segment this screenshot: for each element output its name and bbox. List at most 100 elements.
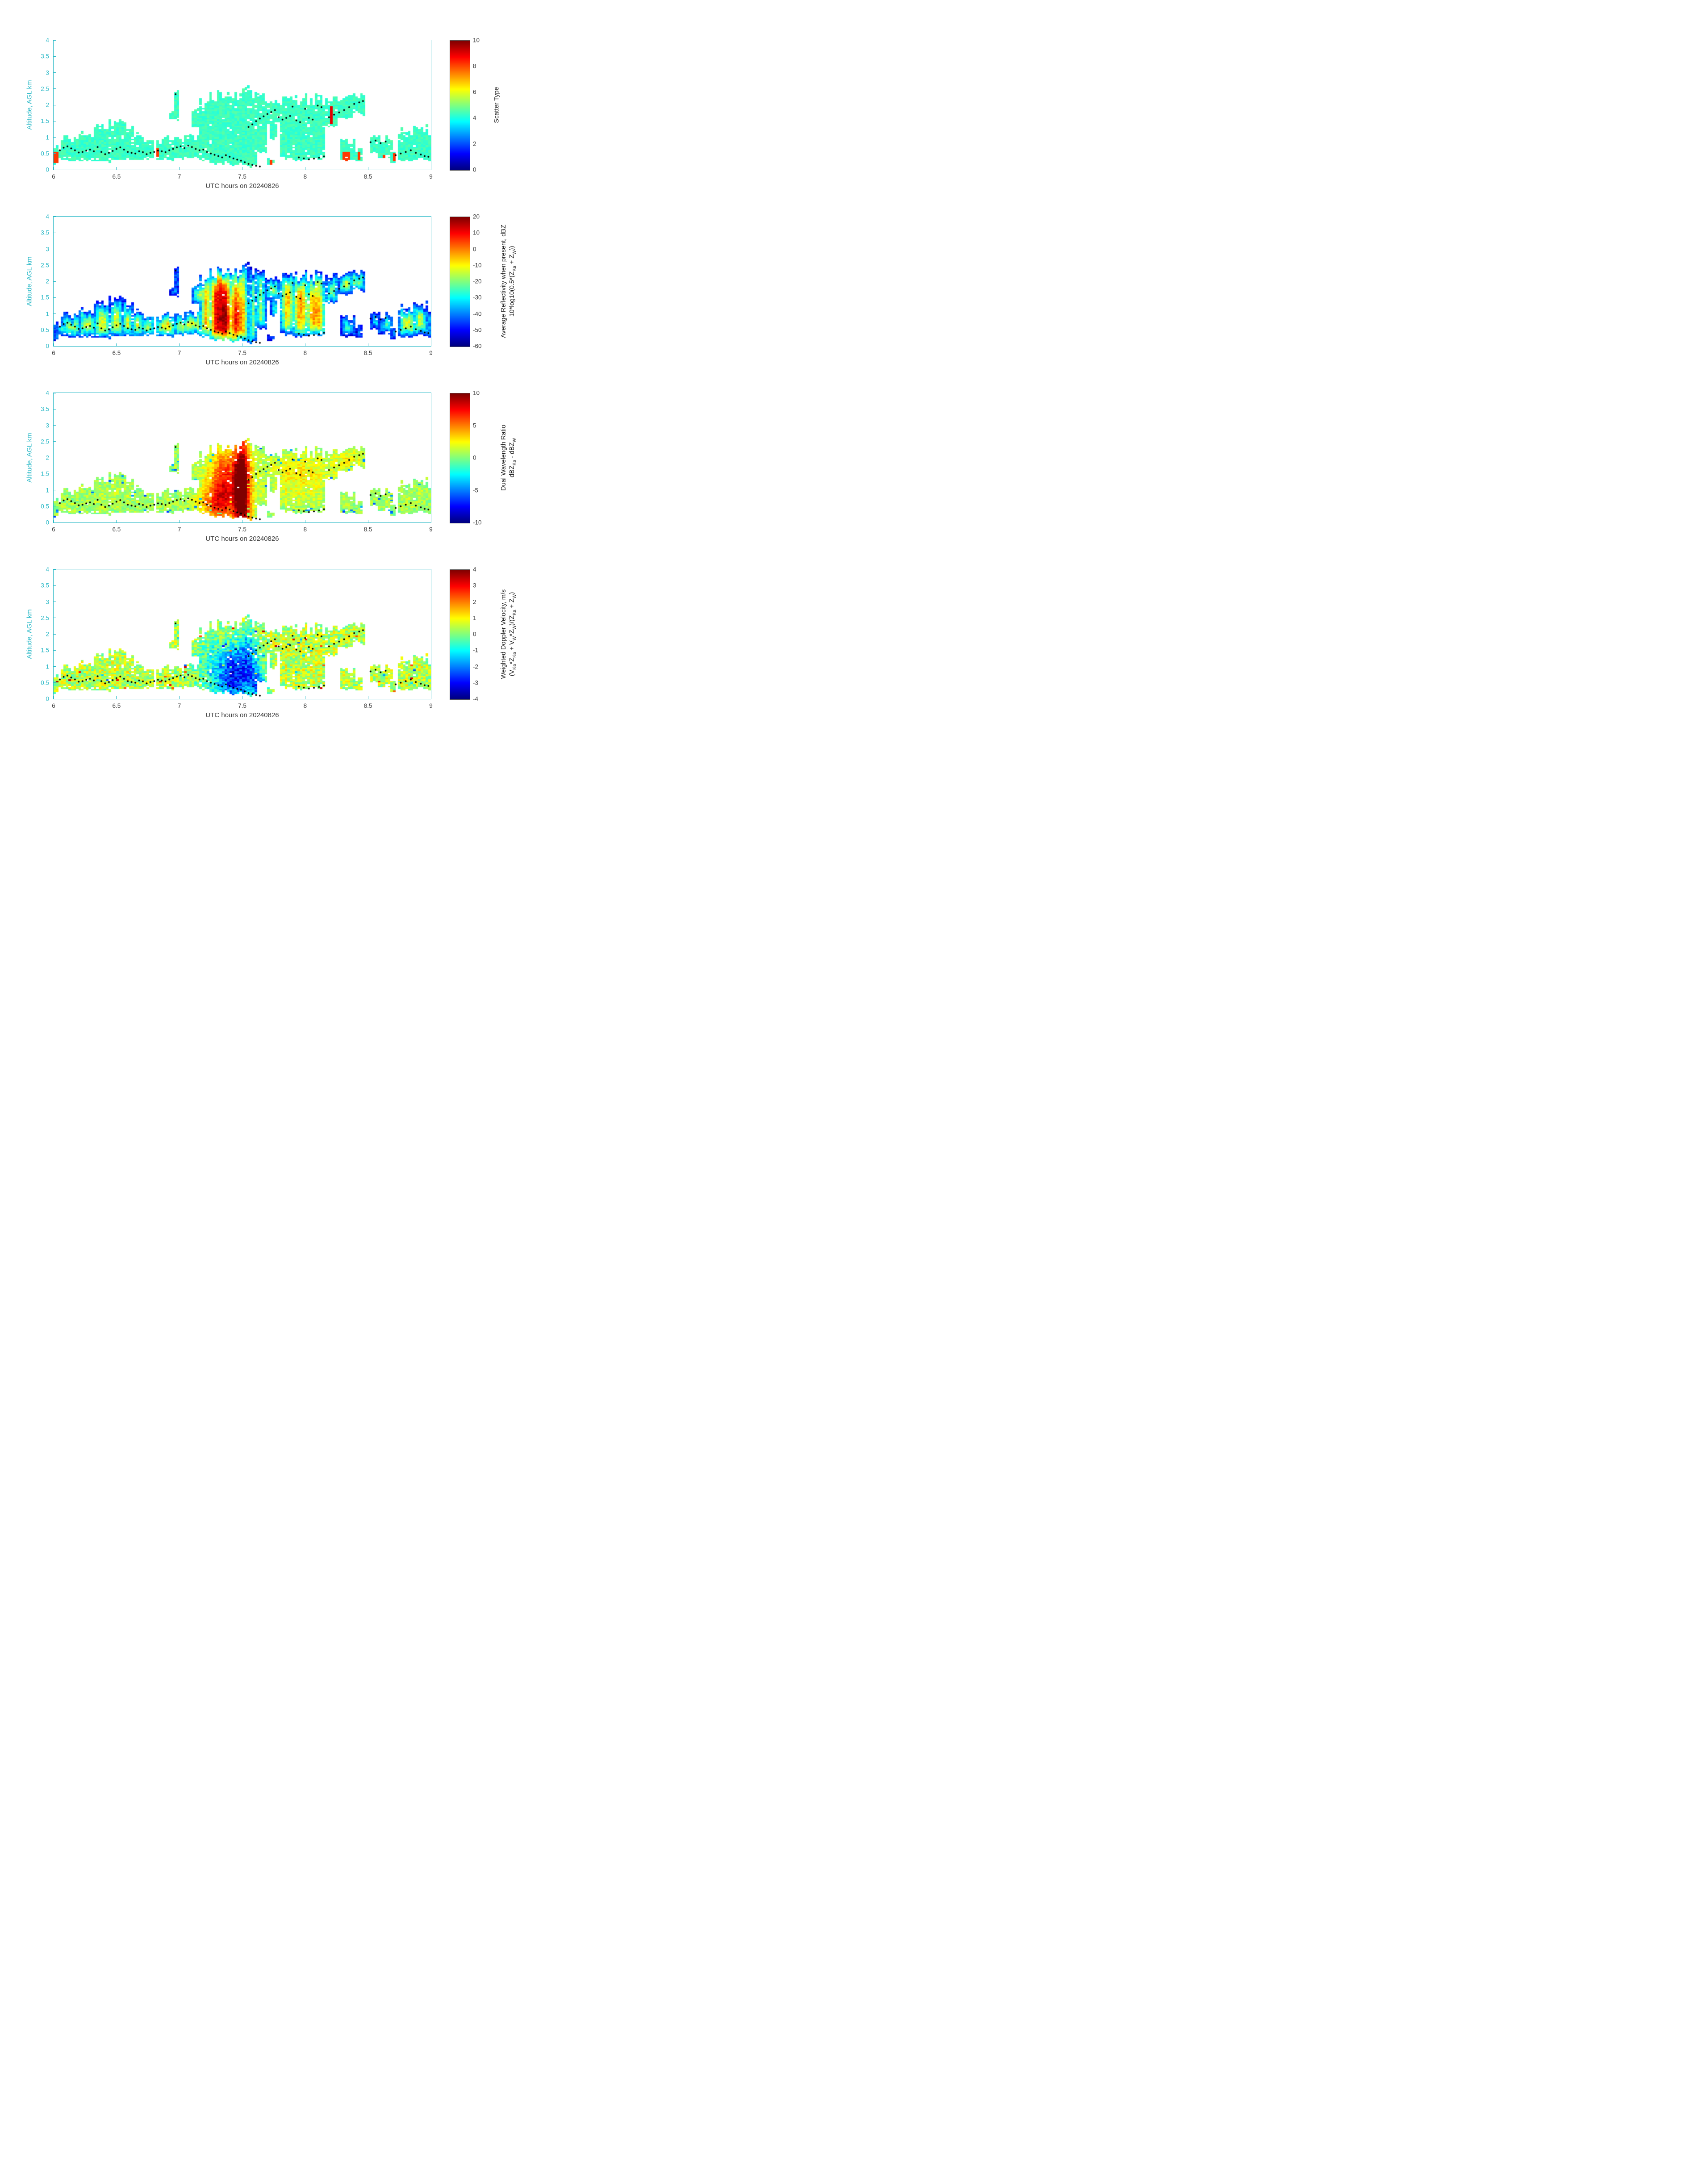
y-tick-label: 2.5: [41, 438, 49, 445]
y-tick-label: 1.5: [41, 294, 49, 301]
y-tickmark: [54, 522, 56, 523]
y-axis-label: Altitude, AGL km: [25, 609, 33, 659]
x-tick-label: 6.5: [112, 350, 121, 356]
x-tick-label: 7.5: [238, 702, 246, 709]
x-tick-label: 8.5: [363, 350, 372, 356]
colorbar-tick-label: 2: [473, 140, 476, 147]
colorbar-tick-label: 10: [473, 389, 480, 397]
colorbar-tick-label: 4: [473, 114, 476, 121]
y-tick-label: 3.5: [41, 53, 49, 60]
y-tick-label: 2: [46, 631, 49, 638]
x-tick-label: 9: [429, 350, 433, 356]
colorbar-label-line: Average Reflectivity when present, dBZ: [500, 225, 508, 338]
x-tickmark: [179, 520, 180, 522]
colorbar-tick-label: -50: [473, 326, 482, 334]
x-tick-label: 6: [52, 702, 55, 709]
colorbar-panel-1: [450, 40, 470, 171]
y-tickmark: [54, 297, 56, 298]
y-tickmark: [54, 666, 56, 667]
x-tick-label: 8: [303, 702, 307, 709]
x-tick-label: 7: [177, 173, 181, 180]
colorbar-axis-label: Average Reflectivity when present, dBZ 10…: [500, 225, 518, 338]
colorbar-panel-4: [450, 569, 470, 700]
x-tick-label: 8.5: [363, 173, 372, 180]
x-tick-label: 9: [429, 173, 433, 180]
colorbar-tick-label: 5: [473, 422, 476, 429]
y-tickmark: [54, 153, 56, 154]
y-tick-label: 1: [46, 663, 49, 670]
y-tick-label: 3: [46, 246, 49, 252]
x-tick-label: 8: [303, 173, 307, 180]
y-tick-label: 3: [46, 69, 49, 76]
colorbar-label-line: Weighted Doppler Velocity, m/s: [500, 589, 508, 679]
y-tick-label: 0: [46, 166, 49, 173]
x-axis-label: UTC hours on 20240826: [205, 535, 279, 543]
y-tick-label: 4: [46, 213, 49, 220]
x-tick-label: 6.5: [112, 526, 121, 533]
colorbar-tick-label: 10: [473, 37, 480, 44]
y-tickmark: [54, 425, 56, 426]
colorbar-tick-label: 10: [473, 229, 480, 236]
y-tickmark: [54, 281, 56, 282]
x-tickmark: [179, 167, 180, 170]
x-tickmark: [116, 343, 117, 346]
x-tick-label: 8: [303, 526, 307, 533]
colorbar-tick-label: -3: [473, 679, 479, 686]
colorbar-axis-label: Weighted Doppler Velocity, m/s (VKa*ZKa +…: [500, 589, 518, 679]
x-axis-label: UTC hours on 20240826: [205, 182, 279, 190]
y-tickmark: [54, 56, 56, 57]
colorbar-tick-label: -10: [473, 262, 482, 269]
x-tick-label: 7: [177, 702, 181, 709]
x-tick-label: 7: [177, 350, 181, 356]
colorbar-tick-label: -60: [473, 343, 482, 350]
y-tick-label: 2.5: [41, 85, 49, 92]
x-tick-label: 9: [429, 526, 433, 533]
x-tick-label: 7.5: [238, 526, 246, 533]
y-tick-label: 4: [46, 566, 49, 573]
colorbar-label-line: Scatter Type: [493, 87, 501, 123]
colorbar-tick-label: -10: [473, 519, 482, 526]
y-tick-label: 0: [46, 519, 49, 526]
y-tick-label: 1.5: [41, 117, 49, 125]
x-tick-label: 6.5: [112, 702, 121, 709]
x-axis-label: UTC hours on 20240826: [205, 359, 279, 366]
y-tickmark: [54, 634, 56, 635]
colorbar-tick-label: -4: [473, 695, 479, 702]
y-tick-label: 1: [46, 134, 49, 141]
x-tick-label: 7.5: [238, 173, 246, 180]
x-tick-label: 6: [52, 173, 55, 180]
colorbar-label-line: Dual Wavelength Ratio: [500, 425, 508, 491]
colorbar-panel-3: [450, 393, 470, 523]
colorbar-tick-label: -20: [473, 278, 482, 285]
colorbar-label-line: (VKa*ZKa + VW*ZW)/(ZKa + ZW): [508, 592, 517, 677]
y-tick-label: 4: [46, 389, 49, 397]
y-tick-label: 0: [46, 695, 49, 702]
y-tick-label: 3: [46, 422, 49, 429]
y-tick-label: 1: [46, 487, 49, 493]
colorbar-panel-2: [450, 217, 470, 347]
y-tick-label: 0.5: [41, 679, 49, 686]
colorbar-axis-label: Dual Wavelength Ratio dBZKa - dBZW: [500, 425, 518, 491]
y-tick-label: 3.5: [41, 582, 49, 589]
heatmap-panel-4: [54, 569, 431, 699]
colorbar-tick-label: 8: [473, 63, 476, 70]
colorbar-tick-label: 6: [473, 88, 476, 96]
y-tickmark: [54, 585, 56, 586]
colorbar-tick-label: 3: [473, 582, 476, 589]
x-tickmark: [179, 696, 180, 699]
x-tickmark: [116, 696, 117, 699]
colorbar-axis-label: Scatter Type: [493, 87, 501, 123]
colorbar-tick-label: 0: [473, 454, 476, 461]
colorbar-tick-label: -40: [473, 310, 482, 317]
colorbar-label-line: dBZKa - dBZW: [508, 438, 517, 478]
y-tick-label: 2.5: [41, 262, 49, 269]
y-tick-label: 1.5: [41, 470, 49, 477]
y-tick-label: 2: [46, 101, 49, 109]
y-tick-label: 1: [46, 310, 49, 317]
y-tick-label: 0.5: [41, 503, 49, 510]
colorbar-tick-label: 0: [473, 631, 476, 638]
y-tick-label: 4: [46, 37, 49, 44]
y-tick-label: 2: [46, 454, 49, 461]
y-axis-label: Altitude, AGL km: [25, 256, 33, 306]
colorbar-tick-label: -2: [473, 663, 479, 670]
